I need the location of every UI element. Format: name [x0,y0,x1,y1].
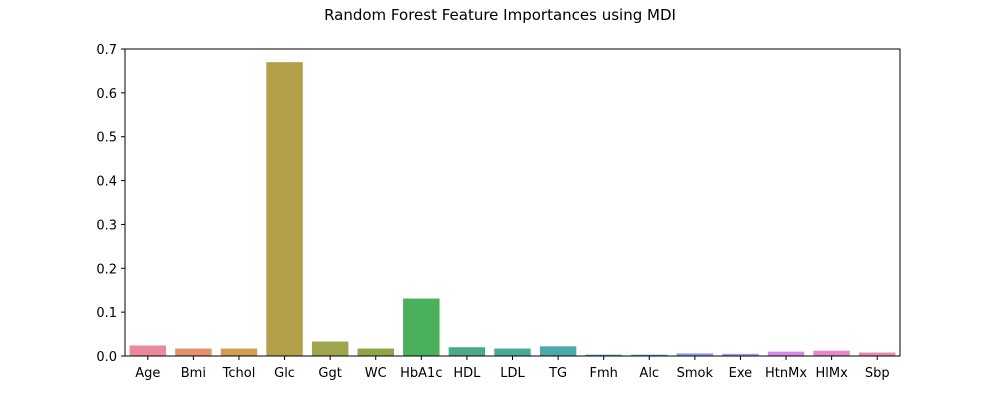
x-tick-label: Exe [729,366,753,381]
bar-ggt [311,341,349,356]
y-tick-label: 0.1 [96,306,117,321]
x-tick-label: WC [365,366,387,381]
y-tick-label: 0.3 [96,218,117,233]
y-axis: 0.0 0.1 0.2 0.3 0.4 0.5 0.6 0.7 [96,43,125,365]
x-tick-label: HDL [453,366,481,381]
x-tick-label: LDL [500,366,525,381]
x-tick-label: Tchol [222,366,256,381]
x-tick-label: HtnMx [765,366,807,381]
y-tick-label: 0.0 [96,350,117,365]
x-tick-label: TG [548,366,567,381]
x-tick-label: Alc [639,366,659,381]
x-tick-label: HbA1c [400,366,442,381]
x-tick-label: Smok [677,366,714,381]
y-tick-label: 0.2 [96,262,117,277]
bar-ldl [494,348,531,356]
x-tick-label: HlMx [815,366,848,381]
x-tick-label: Bmi [181,366,206,381]
bar-sbp [858,352,896,356]
plot-frame [124,48,901,357]
chart-title: Random Forest Feature Importances using … [324,6,676,24]
x-tick-label: Glc [274,366,295,381]
y-tick-label: 0.7 [96,43,117,58]
x-tick-label: Fmh [589,366,617,381]
bar-glc [266,62,303,357]
x-tick-label: Age [135,366,160,381]
bar-age [129,345,167,356]
x-tick-label: Sbp [865,366,890,381]
bar-bmi [175,348,212,356]
y-tick-label: 0.4 [96,175,117,190]
bar-tchol [220,348,258,356]
y-tick-label: 0.5 [96,131,117,146]
y-tick-label: 0.6 [96,87,117,102]
bar-htnmx [767,351,805,356]
bar-alc [631,354,668,356]
bar-tg [539,346,577,356]
bars-group [129,62,896,357]
x-axis: Age Bmi Tchol Glc Ggt WC HbA1c HDL LDL TG Fmh Alc Sm… [135,356,890,381]
bar-hlmx [813,350,850,356]
bar-hdl [448,347,486,356]
bar-hba1c [403,298,440,356]
bar-exe [722,353,759,356]
bar-wc [357,348,394,356]
bar-fmh [585,354,622,356]
bar-smok [676,353,714,356]
x-tick-label: Ggt [318,366,341,381]
